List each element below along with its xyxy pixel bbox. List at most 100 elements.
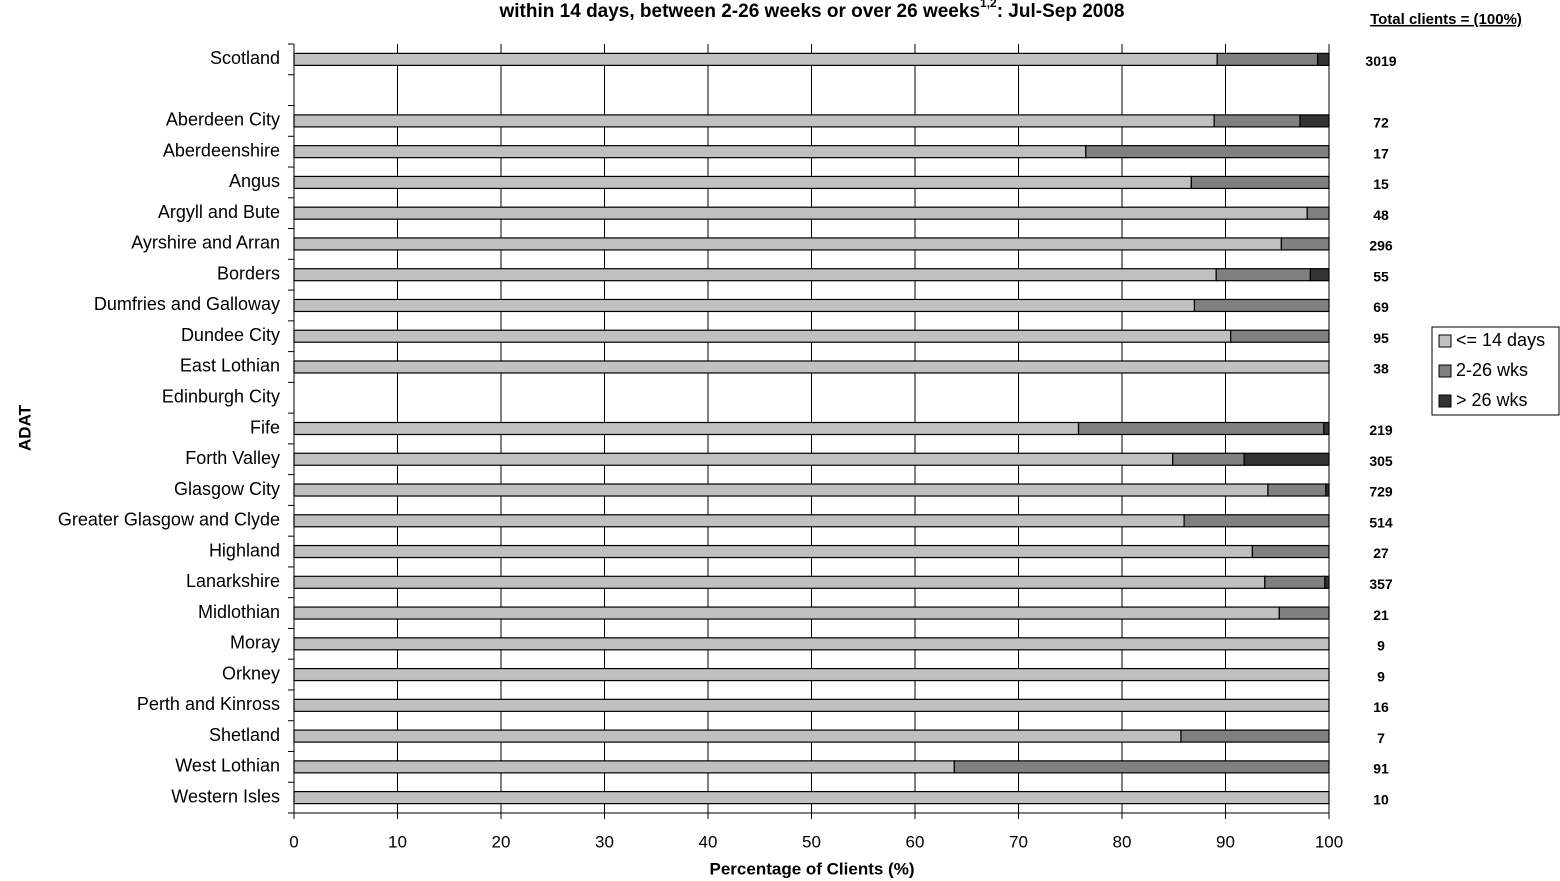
total-label: 9 [1377,638,1385,654]
y-tick-label: Highland [209,540,280,560]
totals-header: Total clients = (100%) [1370,11,1522,28]
y-tick-label: Fife [250,417,280,437]
bar-segment [293,637,1330,651]
total-label: 7 [1377,730,1385,746]
title-superscript: 1,2 [980,0,997,10]
bar-segment [1172,452,1245,466]
x-tick-label: 70 [1009,832,1028,851]
x-tick-label: 20 [492,832,511,851]
bar-segment [293,729,1182,743]
total-label: 305 [1369,453,1393,469]
bar-segment [293,606,1280,620]
y-tick-label: Greater Glasgow and Clyde [58,510,280,530]
total-label: 27 [1373,545,1389,561]
x-axis-label: Percentage of Clients (%) [710,859,915,878]
bar-segment [1267,483,1327,497]
legend-swatch [1438,394,1452,408]
y-tick-label: Scotland [210,48,280,68]
y-tick-label: Midlothian [198,602,280,622]
bar-segment [293,360,1330,374]
y-tick-label: Moray [230,633,280,653]
x-tick-label: 10 [388,832,407,851]
total-label: 15 [1373,176,1389,192]
x-tick-label: 30 [595,832,614,851]
bar-segment [1299,114,1330,128]
total-label: 91 [1373,761,1389,777]
bar-segment [293,175,1192,190]
y-tick-label: West Lothian [175,756,280,776]
total-label: 9 [1377,668,1385,684]
bar-segment [293,452,1174,466]
y-tick-label: Aberdeenshire [163,140,280,160]
bar-segment [293,206,1308,220]
total-label: 38 [1373,361,1389,377]
y-tick-label: Ayrshire and Arran [131,233,280,253]
x-tick-label: 40 [699,832,718,851]
legend-swatch [1438,364,1452,378]
y-tick-label: Perth and Kinross [137,694,280,714]
bar-segment [1309,268,1330,282]
y-tick-label: Edinburgh City [162,386,280,406]
legend-swatch [1438,334,1452,348]
y-tick-label: Forth Valley [185,448,280,468]
bar-segment [1280,237,1330,251]
bar-segment [1077,421,1325,436]
bar-segment [293,483,1269,497]
bar-segment [1180,729,1330,743]
bar-segment [293,145,1087,159]
bar-segment [1215,268,1311,282]
x-tick-label: 50 [802,832,821,851]
bar-segment [293,698,1330,712]
total-label: 219 [1369,422,1393,438]
y-tick-label: Angus [229,171,280,191]
bar-segment [293,791,1330,805]
total-label: 55 [1373,268,1389,284]
bar-segment [1213,114,1301,128]
y-tick-label: Dundee City [181,325,280,345]
bar-segment [1306,206,1330,220]
y-tick-label: Borders [217,263,280,283]
y-tick-label: East Lothian [180,356,280,376]
bar-segment [293,329,1232,343]
y-tick-label: Orkney [222,663,280,683]
total-label: 357 [1369,576,1393,592]
y-tick-label: Aberdeen City [166,110,280,130]
bar-segment [953,760,1330,774]
total-label: 17 [1373,145,1389,161]
total-label: 729 [1369,484,1393,500]
bar-segment [293,544,1254,559]
x-tick-label: 100 [1315,832,1343,851]
bar-segment [1243,452,1330,466]
bar-segment [293,237,1282,251]
y-axis-label: ADAT [15,404,34,451]
legend-label: 2-26 wks [1456,360,1528,380]
title-suffix: : Jul-Sep 2008 [997,1,1125,22]
bar-segment [1190,175,1330,190]
total-label: 72 [1373,115,1389,131]
bar-segment [1251,544,1330,559]
total-label: 514 [1369,514,1393,530]
bar-segment [1324,575,1330,589]
y-tick-label: Western Isles [171,786,280,806]
total-label: 69 [1373,299,1389,315]
bar-segment [1323,421,1330,436]
bar-segment [293,268,1217,282]
y-tick-label: Shetland [209,725,280,745]
bar-segment [1085,145,1330,159]
bar-segment [293,575,1266,589]
y-tick-label: Glasgow City [174,479,280,499]
total-label: 296 [1369,238,1393,254]
total-label: 10 [1373,791,1389,807]
y-tick-label: Argyll and Bute [158,202,280,222]
bar-segment [1278,606,1330,620]
bar-segment [1317,52,1330,66]
bar-segment [1264,575,1326,589]
bar-segment [293,52,1218,66]
bar-segment [1216,52,1319,66]
chart-title: within 14 days, between 2-26 weeks or ov… [499,0,1125,22]
legend-label: <= 14 days [1456,330,1545,350]
bar-segment [1325,483,1330,497]
bar-segment [293,298,1196,313]
y-tick-label: Lanarkshire [186,571,280,591]
bar-segment [293,667,1330,682]
